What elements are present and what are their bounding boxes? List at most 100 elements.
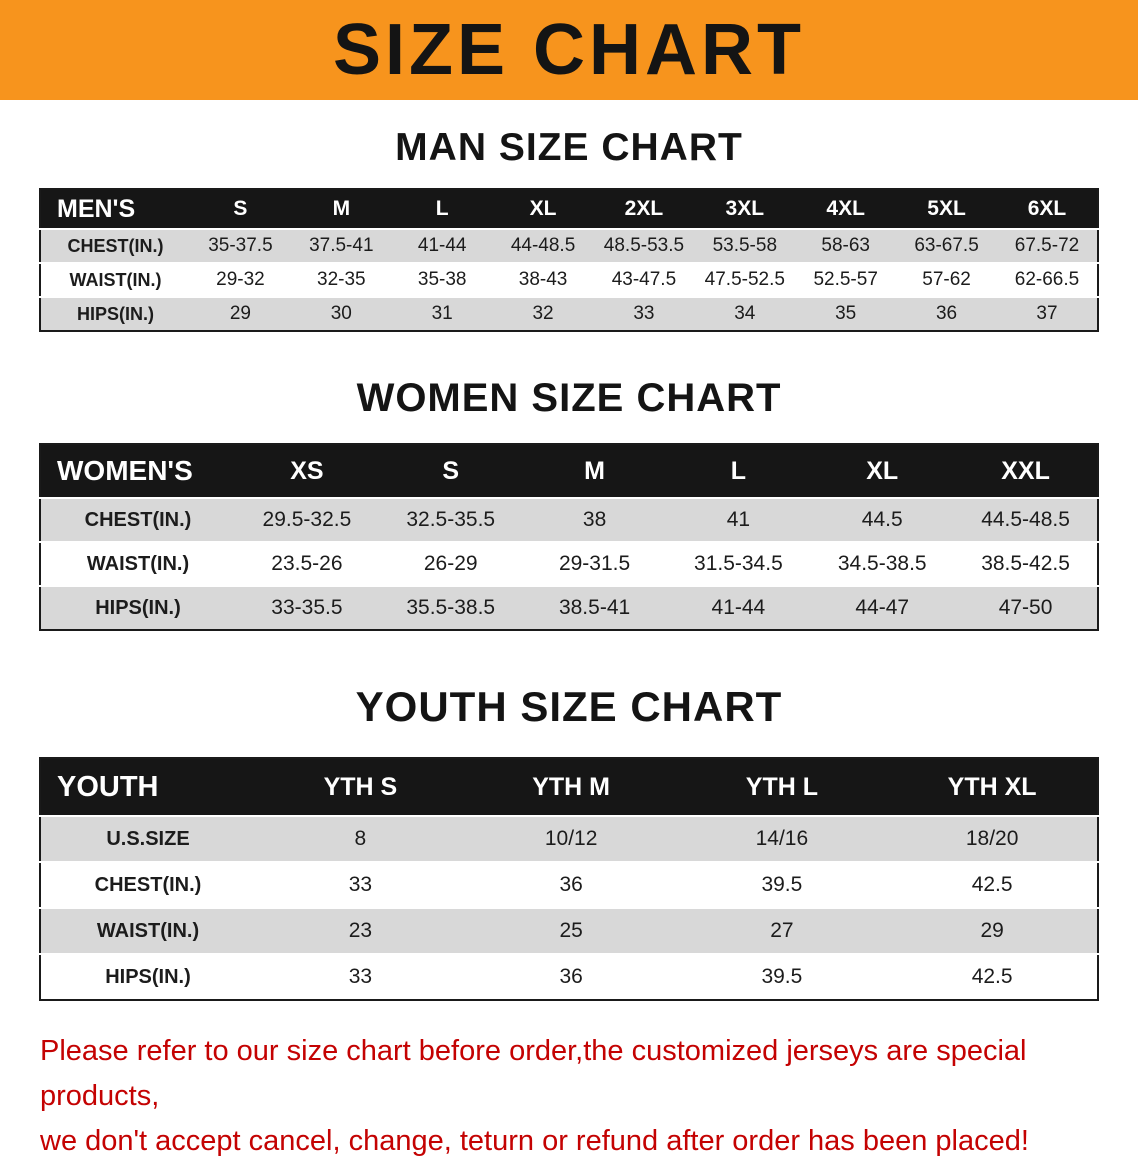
measure-label-cell: WAIST(IN.) (86, 552, 190, 575)
size-header-cell: S (378, 444, 523, 498)
size-value-cell: 52.5-57 (813, 269, 878, 290)
men-header-row: MEN'S S M L XL 2XL 3XL 4XL 5XL 6XL (40, 189, 1098, 229)
size-header-cell: 2XL (593, 189, 695, 229)
size-value-cell: 37.5-41 (309, 235, 374, 256)
measure-label-cell: WAIST(IN.) (96, 919, 200, 942)
size-value-cell: 63-67.5 (914, 235, 979, 256)
size-header-cell: YTH L (676, 758, 888, 816)
size-value-cell: 44-48.5 (510, 235, 576, 256)
size-value-cell: 10/12 (544, 827, 598, 850)
size-chart-banner: SIZE CHART (0, 0, 1138, 100)
table-row: HIPS(IN.) 29 30 31 32 33 34 35 36 37 (40, 297, 1098, 331)
disclaimer-line-1: Please refer to our size chart before or… (40, 1035, 1027, 1112)
size-header-cell: XL (810, 444, 955, 498)
table-row: WAIST(IN.) 29-32 32-35 35-38 38-43 43-47… (40, 263, 1098, 297)
size-value-cell: 41-44 (711, 596, 766, 619)
size-value-cell: 14/16 (755, 827, 809, 850)
size-value-cell: 44.5 (861, 508, 903, 531)
table-row: HIPS(IN.) 33 36 39.5 42.5 (40, 954, 1098, 1000)
size-header-cell: YTH S (255, 758, 466, 816)
size-value-cell: 29.5-32.5 (262, 508, 352, 531)
size-value-cell: 25 (559, 919, 583, 942)
youth-header-row: YOUTH YTH S YTH M YTH L YTH XL (40, 758, 1098, 816)
size-value-cell: 35-38 (417, 269, 467, 290)
youth-table-title: YOUTH (40, 758, 255, 816)
size-header-cell: YTH XL (887, 758, 1098, 816)
size-value-cell: 30 (330, 303, 352, 324)
table-row: WAIST(IN.) 23.5-26 26-29 29-31.5 31.5-34… (40, 542, 1098, 586)
size-value-cell: 36 (559, 873, 583, 896)
size-value-cell: 44.5-48.5 (981, 508, 1070, 531)
size-header-cell: M (290, 189, 392, 229)
size-header-cell: S (190, 189, 291, 229)
size-value-cell: 34.5-38.5 (837, 552, 927, 575)
men-size-table: MEN'S S M L XL 2XL 3XL 4XL 5XL 6XL CHEST… (39, 188, 1099, 332)
size-value-cell: 37 (1036, 303, 1058, 324)
measure-label-cell: WAIST(IN.) (69, 269, 162, 290)
size-header-cell: M (522, 444, 667, 498)
size-value-cell: 38.5-42.5 (981, 552, 1070, 575)
measure-label-cell: HIPS(IN.) (95, 596, 181, 619)
size-value-cell: 29-32 (216, 269, 265, 290)
size-value-cell: 23 (348, 919, 373, 942)
size-header-cell: 5XL (896, 189, 997, 229)
size-value-cell: 29-31.5 (558, 552, 631, 575)
size-value-cell: 35.5-38.5 (406, 596, 496, 619)
size-header-cell: L (666, 444, 811, 498)
size-value-cell: 33 (348, 965, 373, 988)
table-row: U.S.SIZE 8 10/12 14/16 18/20 (40, 816, 1098, 862)
size-value-cell: 27 (770, 919, 794, 942)
size-value-cell: 41-44 (417, 235, 467, 256)
women-header-row: WOMEN'S XS S M L XL XXL (40, 444, 1098, 498)
size-value-cell: 47-50 (998, 596, 1053, 619)
size-value-cell: 31 (431, 303, 453, 324)
measure-label-cell: HIPS(IN.) (76, 303, 154, 324)
disclaimer-line-2: we don't accept cancel, change, teturn o… (40, 1124, 1029, 1157)
measure-label-cell: CHEST(IN.) (94, 873, 202, 896)
size-value-cell: 8 (354, 827, 367, 850)
size-header-cell: XL (492, 189, 594, 229)
size-value-cell: 36 (559, 965, 583, 988)
table-row: WAIST(IN.) 23 25 27 29 (40, 908, 1098, 954)
size-value-cell: 31.5-34.5 (694, 552, 783, 575)
size-value-cell: 23.5-26 (271, 552, 343, 575)
size-value-cell: 32-35 (317, 269, 366, 290)
youth-size-table: YOUTH YTH S YTH M YTH L YTH XL U.S.SIZE … (39, 757, 1099, 1001)
size-value-cell: 48.5-53.5 (603, 235, 685, 256)
size-value-cell: 33-35.5 (271, 596, 343, 619)
size-value-cell: 33 (348, 873, 373, 896)
size-value-cell: 41 (726, 508, 751, 531)
size-value-cell: 67.5-72 (1014, 235, 1080, 256)
women-size-table: WOMEN'S XS S M L XL XXL CHEST(IN.) 29.5-… (39, 443, 1099, 631)
youth-section-heading: YOUTH SIZE CHART (355, 683, 783, 730)
size-value-cell: 39.5 (761, 873, 803, 896)
size-value-cell: 38 (582, 508, 607, 531)
size-value-cell: 43-47.5 (611, 269, 677, 290)
size-header-cell: YTH M (465, 758, 677, 816)
measure-label-cell: CHEST(IN.) (84, 508, 192, 531)
size-header-cell: 3XL (694, 189, 796, 229)
size-value-cell: 42.5 (971, 873, 1013, 896)
size-value-cell: 38-43 (518, 269, 568, 290)
size-value-cell: 38.5-41 (558, 596, 631, 619)
women-table-title: WOMEN'S (40, 444, 235, 498)
table-row: CHEST(IN.) 35-37.5 37.5-41 41-44 44-48.5… (40, 229, 1098, 263)
size-value-cell: 44-47 (855, 596, 910, 619)
men-section-heading: MAN SIZE CHART (395, 126, 743, 169)
size-value-cell: 32.5-35.5 (406, 508, 496, 531)
size-value-cell: 26-29 (423, 552, 478, 575)
size-value-cell: 29 (980, 919, 1004, 942)
size-header-cell: 6XL (997, 189, 1098, 229)
size-value-cell: 29 (229, 303, 251, 324)
table-row: HIPS(IN.) 33-35.5 35.5-38.5 38.5-41 41-4… (40, 586, 1098, 630)
women-section-heading: WOMEN SIZE CHART (356, 376, 782, 420)
size-value-cell: 47.5-52.5 (704, 269, 785, 290)
size-header-cell: L (391, 189, 493, 229)
size-value-cell: 39.5 (761, 965, 803, 988)
size-value-cell: 35 (835, 303, 857, 324)
size-value-cell: 33 (633, 303, 655, 324)
page-title: SIZE CHART (333, 10, 805, 90)
men-table-title: MEN'S (40, 189, 190, 229)
size-value-cell: 57-62 (922, 269, 971, 290)
size-value-cell: 36 (935, 303, 958, 324)
